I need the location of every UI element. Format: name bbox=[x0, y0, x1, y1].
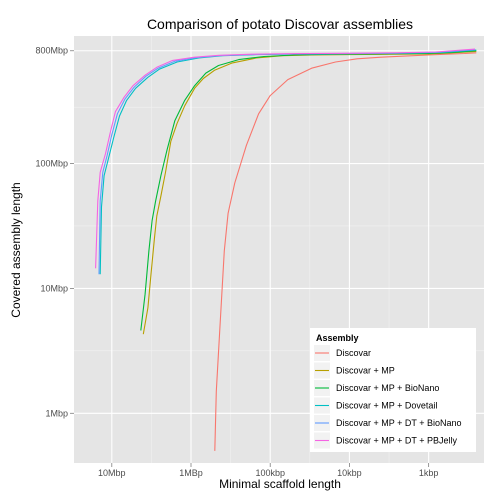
legend-items: Discovar Discovar + MP Discovar + MP + Bio… bbox=[314, 345, 461, 449]
x-tick-label: 10Mbp bbox=[98, 468, 126, 478]
x-tick-label: 1MBp bbox=[179, 468, 203, 478]
y-tick-label: 800Mbp bbox=[35, 46, 68, 56]
legend-label: Discovar + MP bbox=[336, 366, 395, 376]
chart-title: Comparison of potato Discovar assemblies bbox=[147, 16, 413, 32]
x-tick-label: 100kbp bbox=[255, 468, 285, 478]
y-axis-label: Covered assembly length bbox=[9, 182, 23, 317]
axes: 10Mbp 1MBp 100kbp 10kbp 1kbp 1Mbp 10Mbp 100Mbp 8… bbox=[35, 46, 438, 478]
legend-label: Discovar bbox=[336, 348, 371, 358]
legend-label: Discovar + MP + DT + BioNano bbox=[336, 418, 461, 428]
legend-label: Discovar + MP + BioNano bbox=[336, 383, 439, 393]
y-tick-label: 100Mbp bbox=[35, 159, 68, 169]
x-tick-label: 1kbp bbox=[419, 468, 439, 478]
legend-box bbox=[310, 328, 476, 452]
x-tick-label: 10kbp bbox=[337, 468, 362, 478]
series-line-6 bbox=[95, 48, 476, 269]
legend: Assembly Discovar Discovar + MP Discovar +… bbox=[310, 328, 476, 452]
y-tick-label: 1Mbp bbox=[45, 408, 68, 418]
legend-label: Discovar + MP + DT + PBJelly bbox=[336, 436, 457, 446]
y-tick-label: 10Mbp bbox=[40, 283, 68, 293]
legend-label: Discovar + MP + Dovetail bbox=[336, 401, 437, 411]
series-layer bbox=[95, 48, 477, 451]
x-axis-label: Minimal scaffold length bbox=[219, 477, 341, 491]
legend-title: Assembly bbox=[316, 333, 359, 343]
series-line-1 bbox=[214, 52, 477, 451]
